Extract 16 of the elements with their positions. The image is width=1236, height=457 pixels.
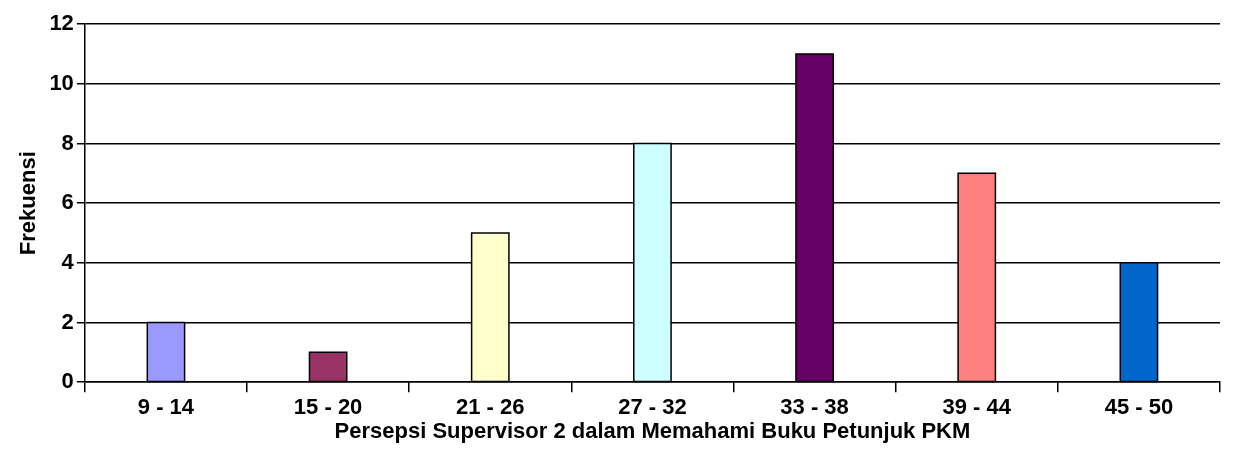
x-tick-label: 15 - 20 — [293, 394, 363, 420]
y-tick-label: 12 — [49, 10, 74, 36]
x-tick-label: 39 - 44 — [942, 394, 1012, 420]
x-tick-label: 21 - 26 — [456, 394, 525, 420]
y-tick-label: 6 — [61, 189, 74, 215]
y-tick-label: 0 — [61, 368, 74, 394]
y-tick-label: 10 — [49, 69, 74, 95]
x-tick-label: 33 - 38 — [780, 394, 849, 420]
x-tick-label: 45 - 50 — [1104, 394, 1174, 420]
x-tick-label: 27 - 32 — [618, 394, 687, 420]
y-tick-label: 8 — [61, 129, 74, 155]
y-axis-title: Frekuensi — [15, 151, 41, 256]
x-axis-title: Persepsi Supervisor 2 dalam Memahami Buku Petunjuk PKM — [334, 417, 971, 443]
y-tick-label: 2 — [61, 308, 74, 334]
y-tick-label: 4 — [61, 248, 75, 274]
x-tick-label: 9 - 14 — [137, 394, 195, 420]
